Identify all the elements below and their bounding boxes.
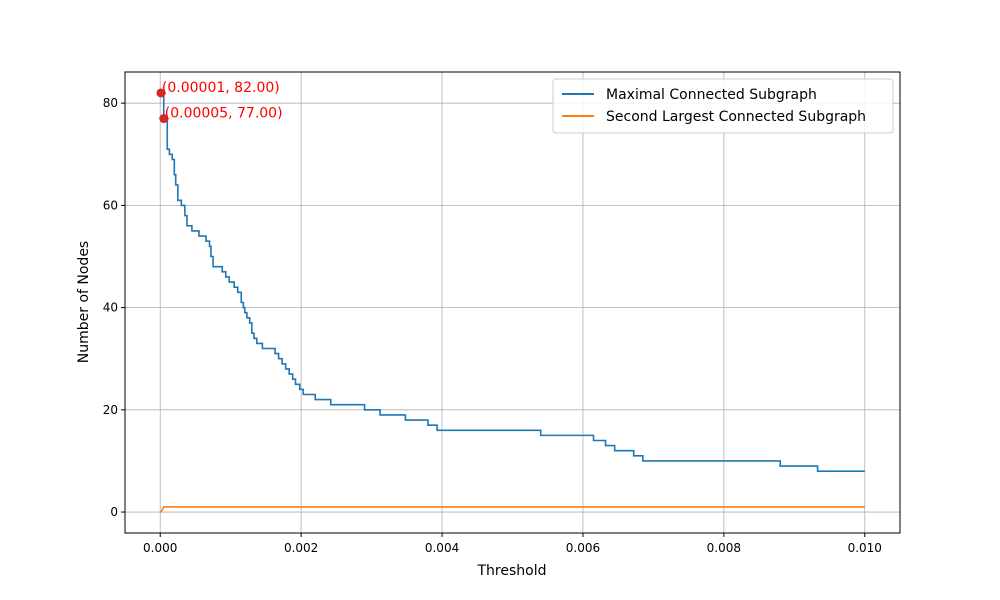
x-tick-label: 0.002 — [284, 541, 318, 555]
legend-label-maximal: Maximal Connected Subgraph — [606, 87, 817, 103]
y-axis-title: Number of Nodes — [76, 241, 92, 363]
plot-frame — [124, 71, 901, 534]
plot-area — [125, 72, 900, 533]
series-lines — [160, 92, 865, 513]
y-tick-label: 0 — [110, 505, 118, 519]
y-tick-label: 20 — [103, 403, 118, 417]
grid-lines — [125, 72, 900, 533]
x-tick-label: 0.008 — [707, 541, 741, 555]
series-line-0 — [160, 92, 865, 472]
annotation-label-1: (0.00005, 77.00) — [165, 106, 283, 122]
x-tick-label: 0.010 — [848, 541, 882, 555]
x-axis-title: Threshold — [477, 563, 547, 579]
axis-ticks: 0.000 0.002 0.004 0.006 0.008 0.010 0 20 40 60 80 — [103, 96, 882, 555]
series-line-1 — [160, 506, 865, 513]
x-tick-label: 0.000 — [143, 541, 177, 555]
annotation-label-0: (0.00001, 82.00) — [162, 80, 280, 96]
y-tick-label: 60 — [103, 198, 118, 212]
legend-label-second-largest: Second Largest Connected Subgraph — [606, 109, 866, 125]
x-tick-label: 0.006 — [566, 541, 600, 555]
legend-box — [552, 78, 894, 134]
legend: Maximal Connected Subgraph Second Larges… — [552, 78, 894, 134]
y-tick-label: 40 — [103, 301, 118, 315]
y-tick-label: 80 — [103, 96, 118, 110]
annotation-point-0 — [156, 88, 166, 98]
annotations: (0.00001, 82.00) (0.00005, 77.00) — [156, 80, 283, 124]
x-tick-label: 0.004 — [425, 541, 459, 555]
annotation-point-1 — [159, 114, 169, 124]
